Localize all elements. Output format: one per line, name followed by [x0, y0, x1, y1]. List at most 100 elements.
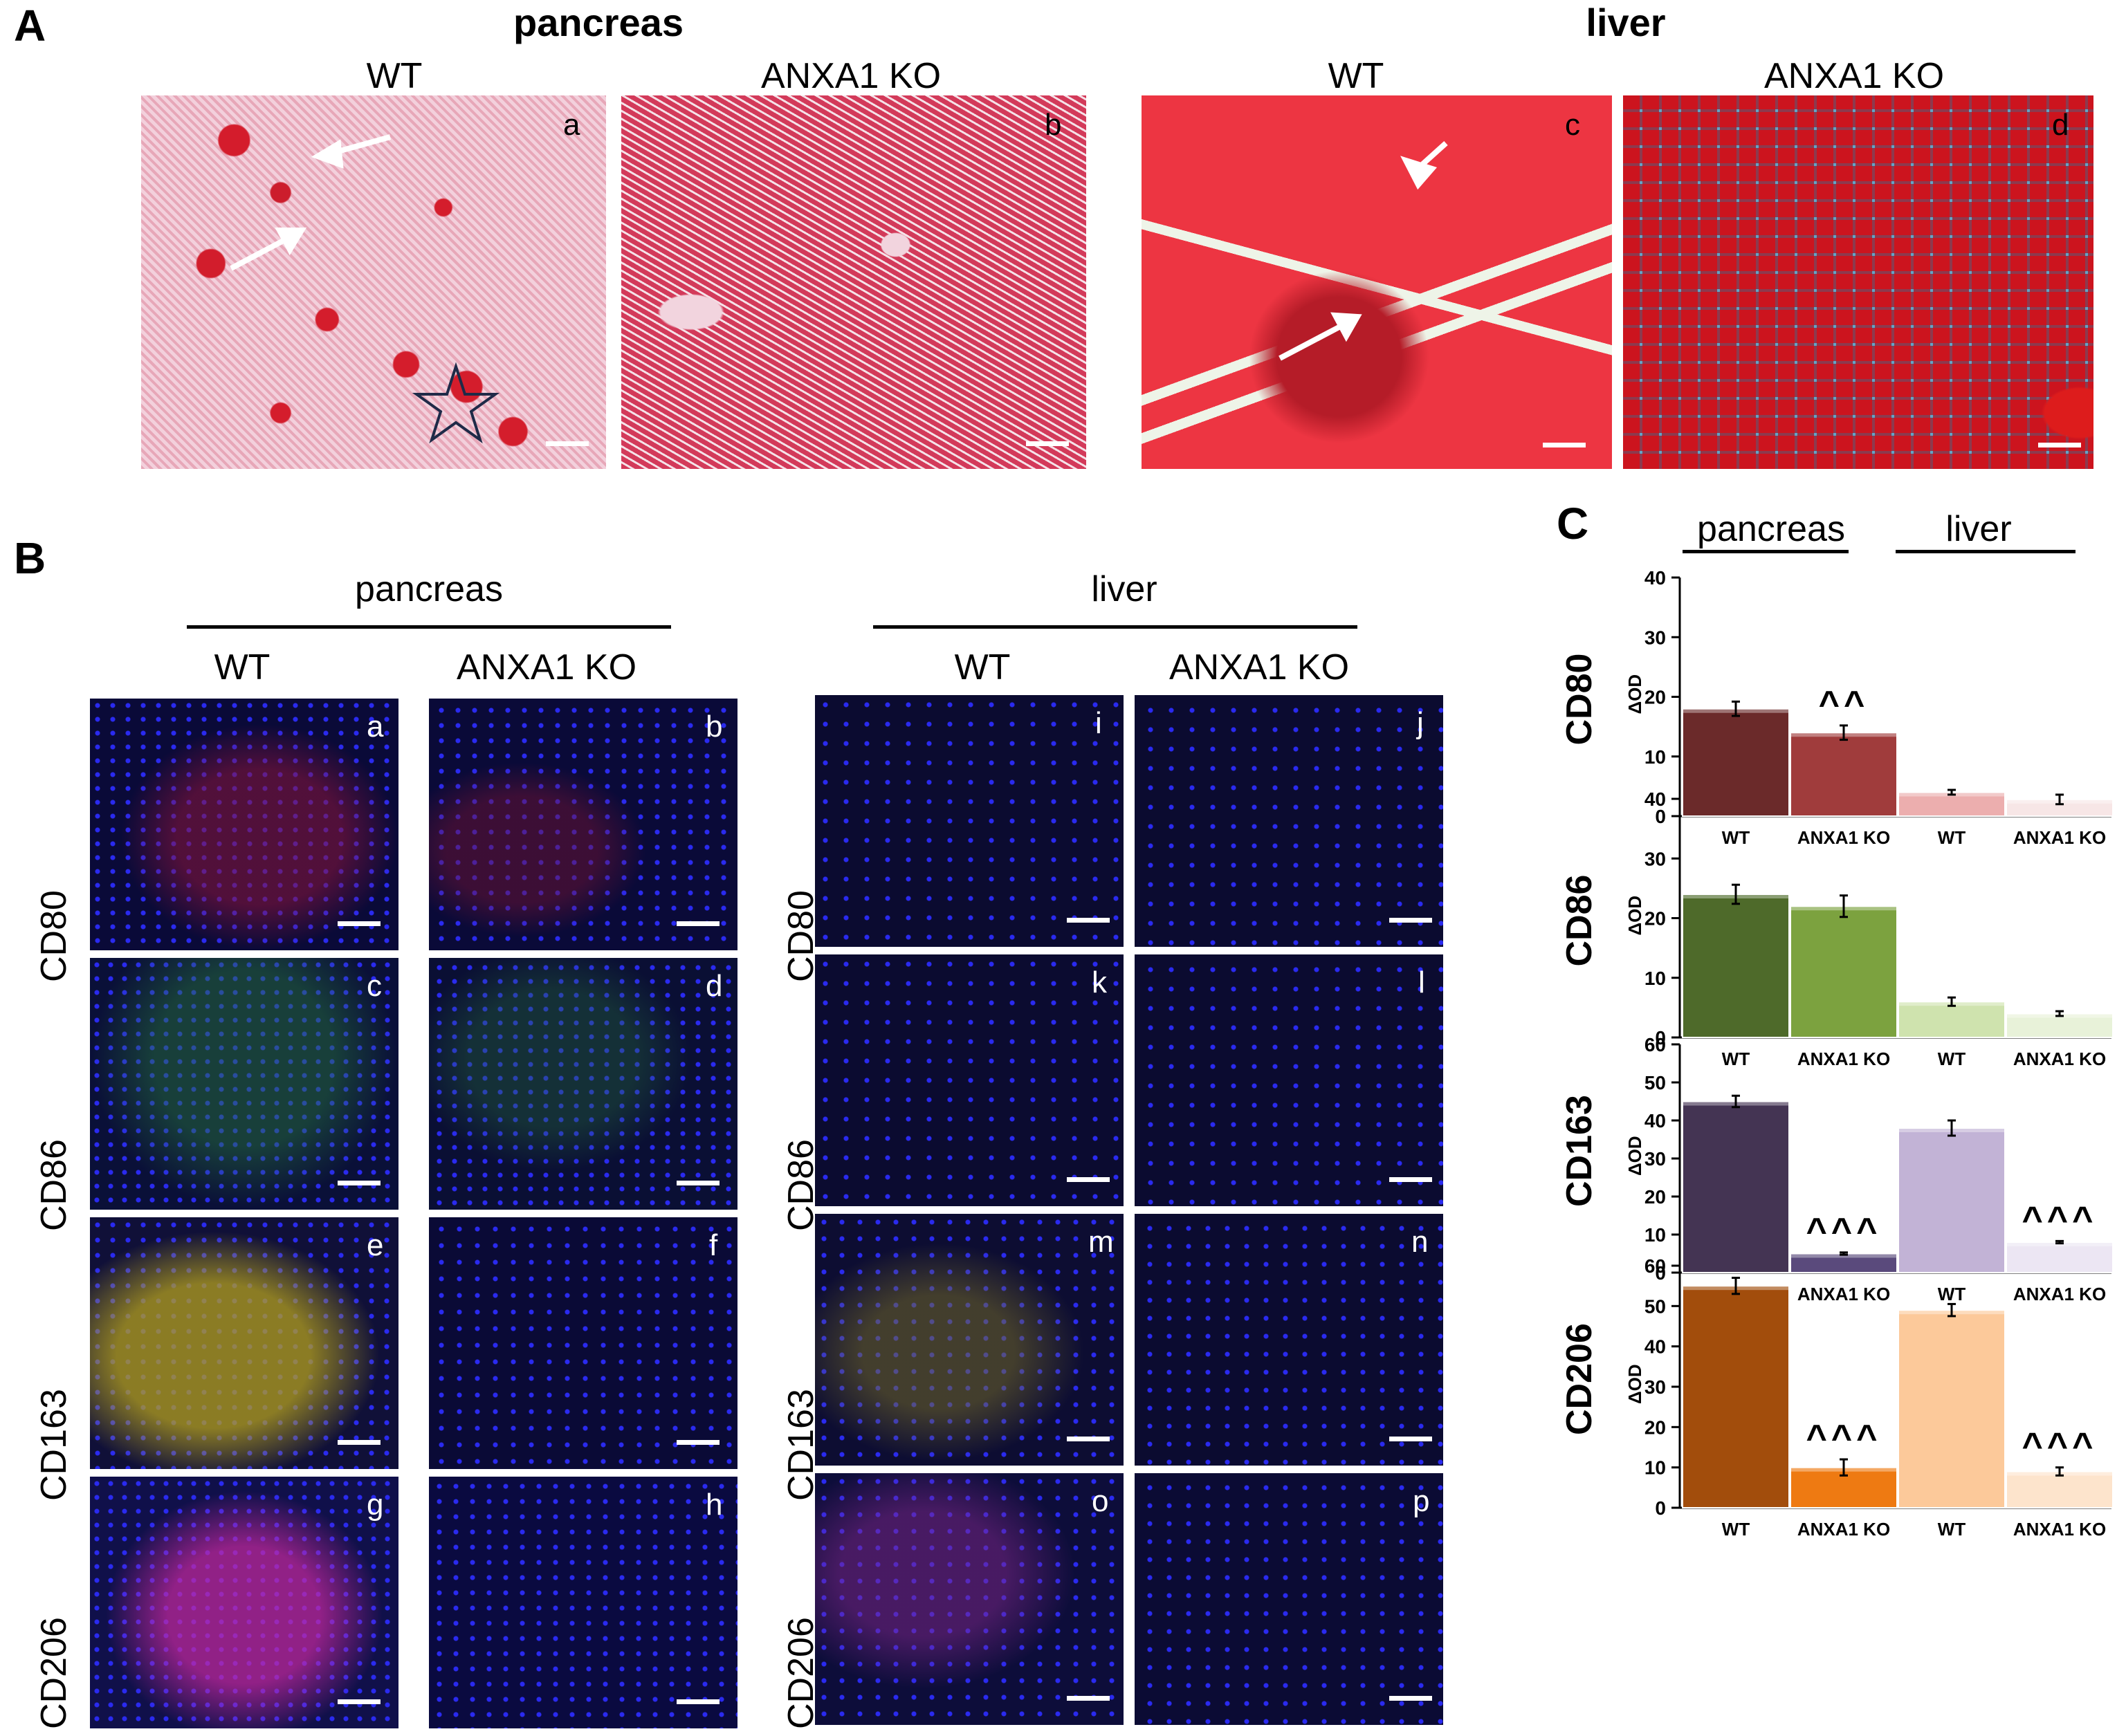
panel-label-m: m — [1088, 1225, 1114, 1259]
fluor-pancreas-wt-cd86: c — [90, 958, 398, 1210]
fluor-pancreas-ko-cd206: h — [429, 1477, 737, 1728]
scale-bar — [1067, 1696, 1110, 1701]
y-tick-label: 10 — [1644, 968, 1666, 989]
y-tick-label: 40 — [1644, 1336, 1666, 1358]
panel-b-liver-rule — [873, 625, 1357, 629]
panel-c-liver-rule — [1896, 550, 2075, 553]
panel-a-liver-title: liver — [1586, 1, 1666, 44]
fluor-liver-wt-cd206: o — [815, 1473, 1124, 1725]
y-tick-label: 0 — [1655, 1262, 1666, 1284]
panel-label-g: g — [367, 1488, 384, 1522]
fluor-pancreas-ko-cd86: d — [429, 958, 737, 1210]
bar-highlight — [1898, 1001, 2005, 1006]
chart-ylabel: ΔOD — [1624, 1136, 1645, 1176]
scale-bar — [338, 921, 381, 926]
x-tick-label: WT — [1722, 1049, 1750, 1069]
scale-bar — [1026, 441, 1069, 446]
bar-cd86-1 — [1790, 905, 1898, 1038]
x-tick-label: WT — [1938, 1284, 1966, 1304]
bar-highlight — [1790, 732, 1897, 737]
scale-bar — [677, 921, 720, 926]
y-tick-label: 20 — [1644, 1186, 1666, 1208]
scale-bar — [2038, 443, 2081, 447]
x-tick-label: ANXA1 KO — [1797, 1519, 1890, 1540]
bar-highlight — [2006, 799, 2113, 804]
x-tick-label: ANXA1 KO — [1797, 1049, 1890, 1069]
panel-b-letter: B — [14, 533, 46, 583]
bar-cd206-3 — [2006, 1470, 2114, 1508]
panel-b-pancreas-title: pancreas — [355, 569, 503, 609]
significance-annotation: ^^^ — [1806, 1418, 1881, 1458]
white-arrow-icon — [311, 134, 392, 169]
bar-highlight — [2006, 1013, 2113, 1018]
row-label-cd80-left: CD80 — [34, 890, 74, 982]
significance-annotation: ^^ — [1819, 684, 1869, 724]
bar-highlight — [2006, 1242, 2113, 1246]
panel-a-pancreas-ko-label: ANXA1 KO — [760, 56, 942, 96]
scale-bar — [338, 1440, 381, 1445]
panel-label-k: k — [1092, 966, 1107, 999]
fluor-pancreas-wt-cd163: e — [90, 1217, 398, 1469]
x-tick-label: WT — [1938, 1049, 1966, 1069]
panel-label-f: f — [709, 1228, 718, 1262]
panel-a-liver-wt-label: WT — [1328, 56, 1384, 96]
fluor-pancreas-ko-cd80: b — [429, 699, 737, 950]
row-label-cd163-left: CD163 — [34, 1389, 74, 1501]
bar-highlight — [1683, 1286, 1789, 1291]
scale-bar — [338, 1699, 381, 1704]
bar-highlight — [2006, 1471, 2113, 1476]
fluor-liver-wt-cd86: k — [815, 954, 1124, 1206]
bar-highlight — [1790, 906, 1897, 911]
panel-c-pancreas-header: pancreas — [1697, 509, 1845, 549]
panel-label-p: p — [1413, 1484, 1430, 1518]
y-tick-label: 30 — [1644, 1376, 1666, 1398]
y-tick-label: 10 — [1644, 1224, 1666, 1246]
liver-wt-annotations — [1279, 141, 1448, 361]
scale-bar — [1067, 1437, 1110, 1441]
fluor-pancreas-wt-cd80: a — [90, 699, 398, 950]
scale-bar — [677, 1699, 720, 1704]
panel-label-b: b — [706, 710, 723, 744]
panel-label-c: c — [367, 969, 382, 1003]
bar-highlight — [1898, 1128, 2005, 1132]
panel-label-n: n — [1411, 1225, 1429, 1259]
scale-bar — [1389, 918, 1432, 923]
panel-a-liver-ko-label: ANXA1 KO — [1763, 56, 1945, 96]
bar-highlight — [1683, 1101, 1789, 1106]
y-tick-label: 0 — [1655, 1027, 1666, 1049]
x-tick-label: ANXA1 KO — [2013, 1049, 2106, 1069]
bar-cd206-1 — [1790, 1466, 1898, 1509]
bar-cd86-2 — [1898, 1001, 2006, 1038]
scale-bar — [1389, 1177, 1432, 1182]
y-tick-label: 30 — [1644, 848, 1666, 869]
fluor-liver-ko-cd86: l — [1135, 954, 1443, 1206]
fluor-liver-ko-cd80: j — [1135, 695, 1443, 947]
bar-cd80-3 — [2006, 798, 2114, 817]
y-tick-label: 60 — [1644, 1255, 1666, 1277]
y-tick-label: 0 — [1655, 806, 1666, 827]
bar-highlight — [1898, 1310, 2005, 1315]
panel-label-a: a — [367, 710, 384, 744]
y-tick-label: 40 — [1644, 1110, 1666, 1132]
micrograph-liver-wt-he: c — [1142, 95, 1612, 469]
x-tick-label: ANXA1 KO — [2013, 827, 2106, 848]
scale-bar — [338, 1181, 381, 1185]
panel-label-c: c — [1565, 108, 1580, 142]
y-tick-label: 40 — [1644, 788, 1666, 810]
panel-label-e: e — [367, 1228, 384, 1262]
bar-cd86-0 — [1682, 894, 1790, 1038]
significance-annotation: ^^^ — [1806, 1211, 1881, 1251]
y-tick-label: 40 — [1644, 567, 1666, 589]
fluor-liver-ko-cd163: n — [1135, 1214, 1443, 1466]
panel-b-pancreas-rule — [187, 625, 671, 629]
significance-annotation: ^^^ — [2022, 1426, 2097, 1466]
scale-bar — [677, 1440, 720, 1445]
fluor-liver-wt-cd80: i — [815, 695, 1124, 947]
chart-marker-label-cd206: CD206 — [1559, 1323, 1600, 1435]
row-label-cd86-left: CD86 — [34, 1139, 74, 1231]
scale-bar — [546, 441, 589, 446]
panel-c-liver-header: liver — [1945, 509, 2012, 549]
panel-label-l: l — [1418, 966, 1425, 999]
panel-label-d: d — [706, 969, 723, 1003]
x-tick-label: ANXA1 KO — [1797, 1284, 1890, 1304]
